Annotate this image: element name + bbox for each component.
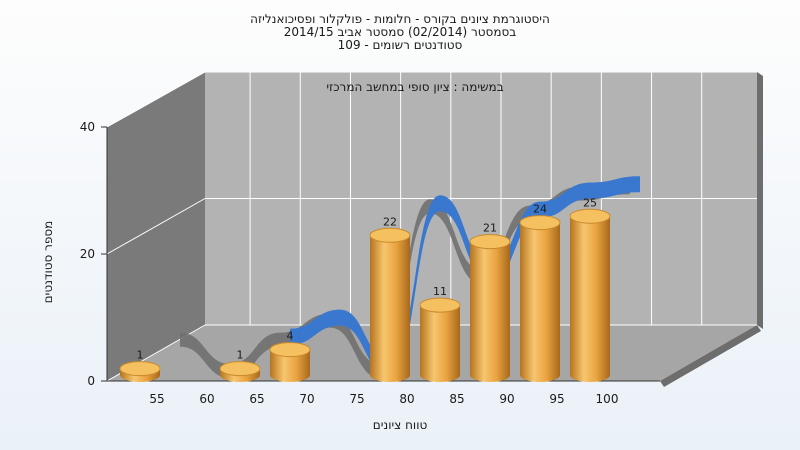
- trend-ribbon-shadow: [180, 180, 630, 378]
- x-tick-label: 90: [499, 392, 514, 406]
- bar-top: [369, 227, 411, 243]
- x-tick-label: 95: [549, 392, 564, 406]
- bar-body: [520, 222, 560, 382]
- bar: [269, 342, 311, 382]
- bar-value-label: 11: [433, 285, 447, 298]
- x-tick-label: 70: [299, 392, 314, 406]
- bar-body: [370, 235, 410, 382]
- x-tick-label: 85: [449, 392, 464, 406]
- bar-value-label: 4: [287, 330, 294, 343]
- y-axis-title: מספר סטודנטים: [41, 220, 55, 304]
- bar-value-label: 24: [533, 203, 547, 216]
- bar-top: [219, 361, 261, 377]
- bar-value-label: 1: [237, 349, 244, 362]
- x-tick-label: 75: [349, 392, 364, 406]
- bar: [569, 208, 611, 382]
- bar: [219, 361, 261, 382]
- bar-top: [419, 297, 461, 313]
- x-tick-label: 60: [199, 392, 214, 406]
- chart-subtitle: במשימה : ציון סופי במחשב המרכזי: [326, 80, 504, 94]
- y-tick-label: 40: [80, 120, 95, 134]
- bar-body: [420, 305, 460, 382]
- bar: [469, 234, 511, 382]
- floor-edge: [660, 325, 761, 387]
- chart-title-line-3: סטודנטים רשומים - 109: [337, 38, 463, 52]
- bar-top: [469, 234, 511, 250]
- bar-body: [470, 241, 510, 382]
- bar: [519, 215, 561, 382]
- bar-top: [119, 361, 161, 377]
- bar-top: [519, 215, 561, 231]
- bar-value-label: 1: [137, 349, 144, 362]
- bar-top: [269, 342, 311, 358]
- bar-value-label: 25: [583, 196, 597, 209]
- gridline-side: [106, 71, 206, 128]
- bar-value-label: 22: [383, 215, 397, 228]
- bar-value-label: 21: [483, 222, 497, 235]
- y-tick-label: 0: [87, 374, 95, 388]
- bar-body: [270, 349, 310, 382]
- chart-title-line-2: בסמסטר (02/2014) סמסטר אביב 2014/15: [283, 25, 517, 39]
- bar: [369, 227, 411, 382]
- bar: [119, 361, 161, 382]
- x-axis-title: טווח ציונים: [372, 418, 428, 432]
- bar-body: [570, 216, 610, 382]
- bar: [419, 297, 461, 382]
- gridline-side: [106, 198, 206, 255]
- back-wall-edge: [757, 72, 763, 329]
- y-tick-label: 20: [80, 247, 95, 261]
- chart-title-line-1: היסטוגרמת ציונים בקורס - חלומות - פולקלו…: [250, 12, 550, 26]
- trend-ribbon: [290, 176, 640, 376]
- x-tick-label: 100: [596, 392, 619, 406]
- x-tick-label: 55: [149, 392, 164, 406]
- bar-top: [569, 208, 611, 224]
- x-tick-label: 65: [249, 392, 264, 406]
- x-tick-label: 80: [399, 392, 414, 406]
